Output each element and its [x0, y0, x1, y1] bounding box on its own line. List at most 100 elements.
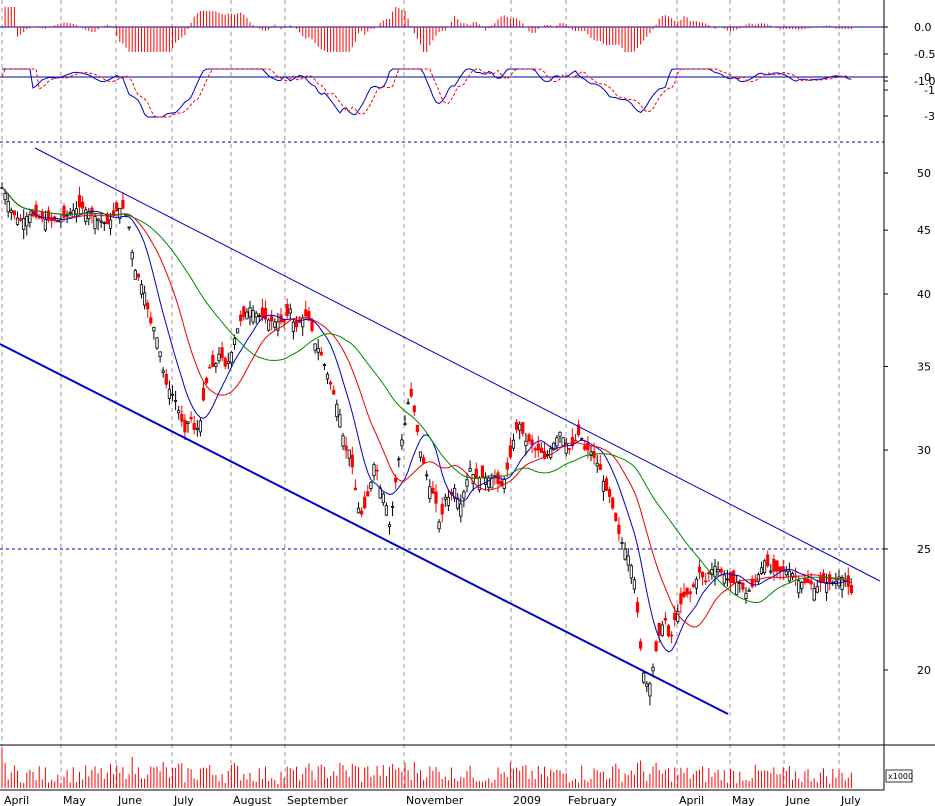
candle-body [601, 480, 606, 492]
candle-body [508, 445, 513, 458]
candle-body [732, 570, 736, 583]
candle-body [328, 382, 333, 385]
candle-body [428, 486, 432, 500]
candle-body [697, 566, 702, 573]
candle-body [214, 363, 218, 367]
month-label: April [679, 794, 704, 806]
candle-body [604, 478, 609, 491]
candle-body [77, 195, 82, 208]
candle-body [335, 403, 339, 418]
candle-body [400, 439, 404, 447]
candle-body [759, 567, 764, 575]
candle-body [561, 437, 565, 447]
oscillator-line [2, 68, 852, 118]
candle-body [22, 218, 26, 230]
candle-body [611, 497, 615, 509]
candle-body [620, 542, 624, 544]
candle-body [775, 560, 779, 572]
candle-body [722, 574, 726, 584]
histogram-indicator-panel [0, 7, 884, 52]
candle-body [9, 209, 13, 213]
candle-body [673, 612, 677, 621]
candle-body [546, 454, 550, 456]
candle-body [217, 353, 221, 362]
candle-body [756, 574, 761, 582]
candle-body [356, 507, 361, 514]
candle-body [639, 641, 643, 649]
candle-body [260, 307, 265, 318]
candle-body [570, 437, 575, 447]
candle-body [694, 578, 699, 589]
candle-body [784, 570, 788, 576]
candle-body [291, 321, 296, 332]
ind2-tick-label: 0 [924, 71, 931, 84]
candle-body [121, 199, 125, 209]
candle-body [403, 423, 407, 426]
candle-body [195, 427, 199, 431]
candle-body [248, 307, 252, 318]
candle-body [59, 219, 63, 223]
candle-body [254, 312, 258, 318]
candle-body [663, 617, 668, 621]
candle-body [809, 580, 813, 585]
candle-body [62, 205, 66, 218]
candle-body [719, 568, 723, 573]
month-label: May [732, 794, 755, 806]
candle-body [232, 338, 237, 346]
volume-unit-box [885, 769, 913, 783]
candle-body [397, 458, 401, 461]
candle-body [598, 464, 602, 470]
month-label: June [117, 794, 142, 806]
candle-body [518, 423, 522, 431]
ind2-tick-label: -1 [924, 84, 935, 97]
candle-body [480, 465, 485, 479]
month-label: May [63, 794, 86, 806]
candle-body [186, 421, 190, 424]
price-tick-label: 20 [917, 664, 931, 677]
candle-body [750, 579, 754, 587]
ma-slow-line [1, 187, 852, 604]
candle-body [307, 311, 311, 321]
candle-body [282, 319, 286, 323]
candle-body [629, 565, 633, 579]
price-tick-label: 45 [917, 224, 931, 237]
candle-body [617, 524, 621, 534]
candle-body [468, 468, 472, 472]
candle-body [316, 348, 320, 353]
candle-body [375, 469, 379, 472]
candle-body [589, 451, 593, 456]
candle-body [406, 402, 410, 405]
candle-body [549, 448, 553, 458]
candle-body [96, 218, 100, 221]
candle-body [462, 491, 466, 499]
price-tick-label: 50 [917, 167, 931, 180]
candle-body [192, 423, 196, 430]
candle-body [325, 373, 330, 380]
candle-body [415, 424, 420, 432]
candle-body [164, 374, 168, 385]
candle-body [521, 422, 525, 434]
candle-body [648, 683, 652, 697]
candle-body [511, 439, 516, 449]
candle-body [580, 437, 584, 440]
candle-body [301, 317, 305, 328]
candle-body [226, 360, 230, 364]
candle-body [474, 468, 478, 479]
candle-body [456, 497, 460, 509]
candle-body [297, 319, 302, 323]
candle-body [766, 554, 770, 567]
price-tick-label: 40 [917, 288, 931, 301]
candle-body [332, 389, 336, 395]
candle-body [366, 491, 370, 497]
candle-body [81, 201, 85, 209]
candle-body [56, 220, 60, 223]
month-label: September [287, 794, 348, 806]
candle-body [539, 447, 544, 454]
candle-body [651, 666, 655, 672]
candle-body [313, 343, 317, 351]
candle-body [229, 351, 233, 364]
candle-body [384, 505, 389, 516]
candle-body [536, 443, 540, 451]
oscillator-indicator-panel [0, 68, 884, 118]
candle-body [381, 493, 385, 504]
